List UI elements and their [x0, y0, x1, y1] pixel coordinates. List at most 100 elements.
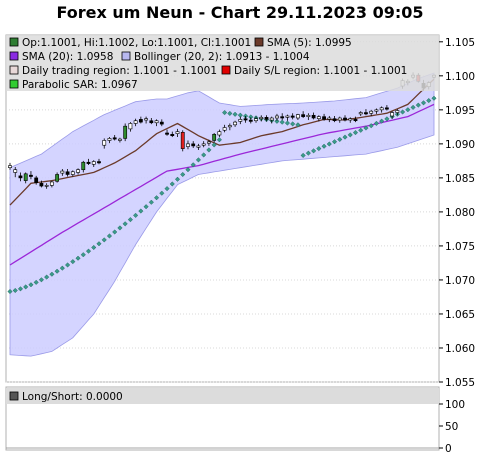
candle — [201, 141, 206, 148]
sar-dot — [420, 100, 427, 106]
sar-dot — [185, 167, 191, 173]
candle-body — [159, 121, 164, 125]
candle — [269, 116, 274, 124]
candle-body — [369, 110, 374, 114]
candle-body — [112, 137, 117, 140]
sar-dot — [143, 204, 149, 210]
candle-body — [23, 173, 28, 181]
candle — [86, 158, 91, 165]
candle — [364, 109, 368, 116]
candle-body — [374, 109, 379, 112]
sar-dot — [232, 111, 238, 117]
legend-label: SMA (20): 1.0958 — [22, 51, 113, 63]
candle — [296, 113, 300, 121]
sar-dot — [295, 122, 301, 128]
candle — [133, 118, 138, 127]
sar-dot — [410, 104, 416, 110]
sar-dot — [65, 262, 71, 268]
candle-body — [207, 141, 211, 144]
chart-title: Forex um Neun - Chart 29.11.2023 09:05 — [56, 3, 424, 22]
candle — [70, 170, 75, 177]
candle-body — [212, 134, 217, 141]
sar-dot — [54, 268, 60, 274]
candle-body — [233, 121, 237, 126]
sar-dot — [284, 120, 290, 126]
sar-dot — [195, 157, 201, 163]
sar-dot — [28, 282, 34, 288]
candle-body — [154, 120, 159, 124]
candle-body — [86, 161, 91, 164]
candle-body — [97, 161, 101, 164]
candle-body — [395, 110, 400, 113]
sar-dot — [248, 114, 254, 120]
candle-body — [316, 116, 321, 119]
sar-dot — [70, 259, 76, 265]
sar-dot — [49, 271, 55, 277]
candle-body — [165, 132, 169, 135]
candle — [55, 172, 60, 183]
legend-label: SMA (5): 1.0995 — [267, 37, 352, 49]
sar-dot — [316, 146, 322, 152]
candle-body — [118, 138, 122, 141]
candle-body — [379, 107, 384, 111]
y-tick-label: 1.075 — [445, 241, 475, 253]
y-tick-label: 1.080 — [445, 207, 475, 219]
sar-dot — [7, 288, 13, 295]
legend-swatch — [9, 37, 19, 47]
sar-dot — [415, 102, 421, 108]
candle-body — [337, 117, 342, 121]
candle-body — [227, 125, 232, 128]
candle-body — [29, 174, 33, 177]
candle — [49, 180, 54, 188]
candle-body — [138, 119, 143, 123]
candle-body — [254, 118, 258, 122]
candle — [395, 109, 400, 116]
candle-body — [13, 169, 18, 173]
candle — [39, 180, 44, 188]
candle — [290, 113, 295, 120]
candle-body — [39, 183, 44, 187]
candle-body — [285, 115, 290, 118]
candle — [306, 113, 311, 121]
candle — [337, 116, 342, 123]
long-short-label: Long/Short: 0.0000 — [22, 391, 123, 403]
sar-dot — [96, 241, 102, 247]
candle — [34, 175, 39, 185]
candle — [248, 117, 253, 124]
sar-dot — [274, 118, 280, 124]
candle — [138, 116, 143, 124]
candle — [107, 137, 112, 144]
candle — [144, 116, 148, 124]
y-tick-label: 1.090 — [445, 139, 475, 151]
candle-body — [191, 143, 196, 147]
sar-dot — [405, 107, 411, 113]
legend-swatch — [9, 79, 19, 89]
candle — [112, 135, 117, 141]
candle-body — [306, 114, 311, 117]
sar-dot — [379, 118, 385, 124]
candle-body — [332, 118, 337, 122]
sar-dot — [59, 265, 65, 271]
sar-dot — [368, 123, 374, 129]
sma5-line — [9, 78, 435, 206]
candle-body — [18, 175, 23, 179]
candle — [322, 113, 326, 121]
parabolic-sar — [7, 95, 437, 295]
y-tick-label: 1.070 — [445, 275, 475, 287]
candle — [316, 115, 321, 122]
candle — [222, 124, 227, 133]
sar-dot — [33, 279, 39, 285]
y-tick-label: 1.065 — [445, 309, 475, 321]
sar-dot — [373, 120, 379, 126]
candle — [254, 116, 258, 123]
sar-dot — [164, 186, 170, 192]
candle-body — [123, 125, 128, 139]
candle — [233, 120, 237, 127]
sar-dot — [23, 284, 29, 290]
candle — [285, 114, 290, 121]
candle — [23, 172, 28, 184]
candle-body — [275, 115, 279, 119]
sar-dot — [44, 274, 50, 280]
lower-panel: Long/Short: 0.0000 100 50 0 — [6, 388, 465, 455]
